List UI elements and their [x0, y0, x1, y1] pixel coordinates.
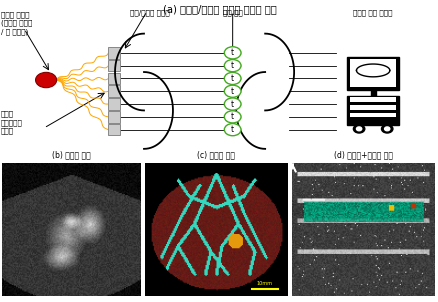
Text: / 빛 흡수체): / 빛 흡수체)	[1, 28, 28, 35]
Text: 반사/발생된 초음파: 반사/발생된 초음파	[129, 9, 169, 16]
Bar	[370, 90, 375, 96]
Bar	[108, 85, 120, 97]
Text: (c) 광음향 영상: (c) 광음향 영상	[197, 150, 235, 159]
Bar	[349, 113, 396, 117]
Circle shape	[224, 72, 240, 85]
Circle shape	[356, 127, 361, 131]
Bar	[349, 59, 396, 87]
Circle shape	[381, 125, 392, 133]
Text: 트랜스듀서: 트랜스듀서	[1, 119, 23, 126]
Text: 초음파 발생원: 초음파 발생원	[1, 11, 29, 18]
Bar	[108, 47, 120, 59]
Text: (초음파 반사체: (초음파 반사체	[1, 20, 32, 27]
Text: 어레이: 어레이	[1, 127, 14, 134]
Circle shape	[224, 124, 240, 136]
Text: t: t	[230, 48, 234, 57]
Circle shape	[224, 98, 240, 110]
Bar	[349, 98, 396, 102]
Bar	[108, 111, 120, 123]
Text: (b) 초음파 영상: (b) 초음파 영상	[52, 150, 91, 159]
Circle shape	[35, 72, 57, 88]
Circle shape	[224, 47, 240, 59]
Text: (d) 초음파+광음향 영상: (d) 초음파+광음향 영상	[333, 150, 392, 159]
Text: t: t	[230, 112, 234, 121]
Text: t: t	[230, 74, 234, 83]
Circle shape	[224, 59, 240, 72]
Circle shape	[224, 111, 240, 123]
Text: 초음파 영상 시스템: 초음파 영상 시스템	[353, 9, 392, 16]
Text: 10mm: 10mm	[256, 281, 272, 286]
Text: t: t	[230, 100, 234, 108]
Text: t: t	[230, 87, 234, 96]
Text: 시간 지연: 시간 지연	[223, 9, 242, 16]
Circle shape	[224, 85, 240, 97]
Bar	[108, 98, 120, 110]
Circle shape	[353, 125, 364, 133]
Text: 초음파: 초음파	[1, 111, 14, 117]
Bar	[108, 60, 120, 71]
Bar	[346, 96, 399, 125]
Text: t: t	[230, 125, 234, 134]
Circle shape	[384, 127, 389, 131]
Bar	[349, 105, 396, 110]
Bar	[346, 57, 399, 90]
Bar	[108, 73, 120, 84]
Text: t: t	[230, 61, 234, 70]
Bar	[108, 124, 120, 135]
Text: (a) 초음파/광음향 영상의 빔형성 원리: (a) 초음파/광음향 영상의 빔형성 원리	[162, 4, 276, 14]
